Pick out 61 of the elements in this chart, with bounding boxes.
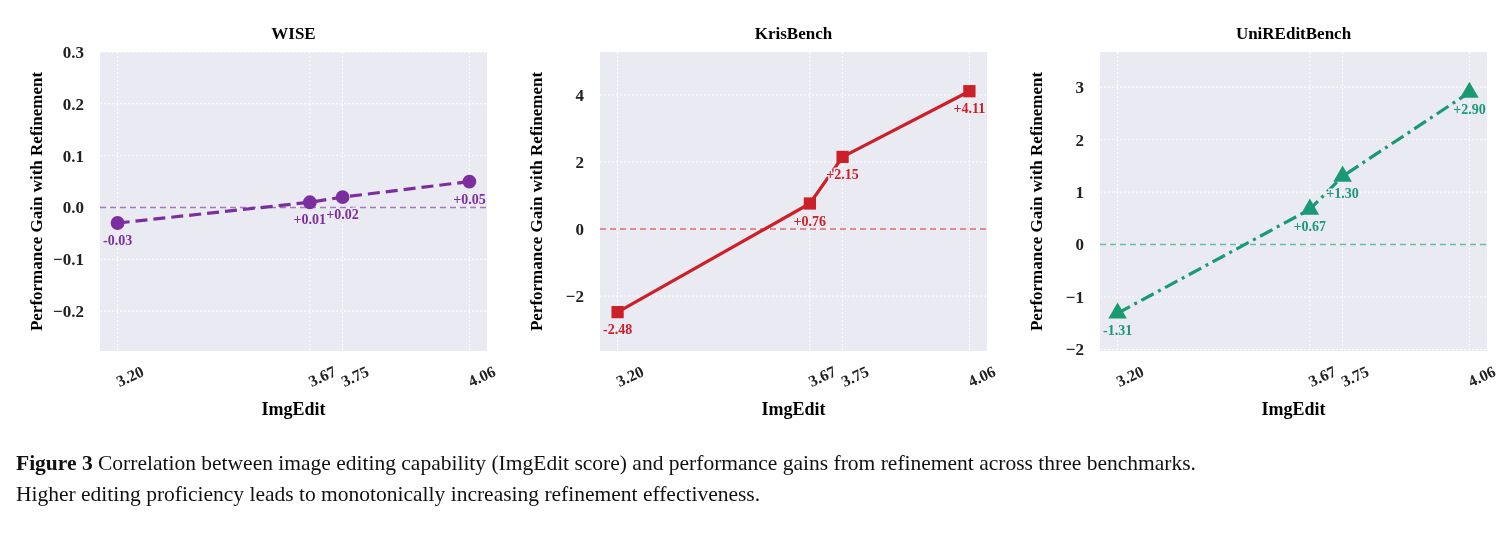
y-tick-label: −0.2 xyxy=(53,302,84,322)
y-tick-label: −1 xyxy=(1065,287,1084,307)
y-tick-label: 3 xyxy=(1075,78,1084,98)
point xyxy=(462,174,477,189)
point xyxy=(110,216,125,230)
x-tick-label: 3.67 xyxy=(305,362,339,390)
y-axis-title: Performance Gain with Refinement xyxy=(27,71,46,332)
data-label: +1.30 xyxy=(1326,186,1359,202)
point xyxy=(302,195,317,210)
point xyxy=(836,150,849,164)
point xyxy=(611,305,624,319)
x-tick-label: 3.75 xyxy=(1338,362,1372,390)
x-axis-title: ImgEdit xyxy=(1261,399,1326,419)
x-tick-label: 4.06 xyxy=(965,362,998,390)
data-label: +0.76 xyxy=(793,213,827,229)
point xyxy=(335,190,350,204)
x-tick-label: 3.67 xyxy=(1305,362,1339,390)
x-tick-label: 3.20 xyxy=(113,362,147,390)
data-label: +4.11 xyxy=(953,101,986,117)
data-label: +0.02 xyxy=(326,207,359,223)
y-tick-label: 0 xyxy=(575,219,584,239)
chart-title: UniREditBench xyxy=(1235,24,1352,43)
y-tick-label: 2 xyxy=(575,152,584,172)
data-label: -2.48 xyxy=(603,322,633,338)
y-tick-label: 1 xyxy=(1075,183,1084,202)
point xyxy=(1460,81,1479,98)
x-tick-label: 3.75 xyxy=(338,362,372,390)
x-tick-label: 4.06 xyxy=(465,362,498,390)
y-axis-title: Performance Gain with Refinement xyxy=(1027,71,1046,332)
x-axis-title: ImgEdit xyxy=(261,399,326,419)
y-tick-label: 0.3 xyxy=(62,42,84,62)
x-tick-label: 4.06 xyxy=(1465,362,1498,390)
x-axis-title: ImgEdit xyxy=(761,399,826,419)
y-tick-label: 0 xyxy=(1075,235,1084,255)
point xyxy=(1108,302,1127,319)
data-label: +0.05 xyxy=(453,191,486,207)
point xyxy=(803,197,816,210)
y-axis-title: Performance Gain with Refinement xyxy=(527,71,546,332)
y-tick-label: −2 xyxy=(565,286,584,306)
data-label: -0.03 xyxy=(103,233,133,249)
data-label: +2.90 xyxy=(1453,102,1486,118)
y-tick-label: 0.2 xyxy=(62,94,84,114)
point xyxy=(1333,165,1352,182)
data-label: -1.31 xyxy=(1103,323,1133,339)
y-tick-label: −0.1 xyxy=(53,250,84,270)
x-tick-label: 3.75 xyxy=(838,362,872,390)
y-tick-label: 0.1 xyxy=(62,146,84,166)
y-tick-label: 4 xyxy=(575,85,585,105)
x-tick-label: 3.20 xyxy=(1113,362,1147,390)
y-tick-label: 0.0 xyxy=(62,198,84,218)
y-tick-label: −2 xyxy=(1065,340,1084,360)
data-label: +0.67 xyxy=(1293,219,1327,235)
point xyxy=(1300,198,1320,215)
chart-title: KrisBench xyxy=(754,24,833,43)
x-tick-label: 3.20 xyxy=(613,362,647,390)
point xyxy=(963,85,976,98)
x-tick-label: 3.67 xyxy=(805,362,839,390)
chart-title: WISE xyxy=(271,24,316,43)
data-label: +0.01 xyxy=(293,212,327,228)
y-tick-label: 2 xyxy=(1075,130,1084,150)
caption: Figure 3 Correlation between image editing capability (ImgEdit score) and performance gains from refinement across three benchmarks. Higher editing proficiency leads to monotonically increasing refinement effectiveness. xyxy=(16,451,1196,506)
